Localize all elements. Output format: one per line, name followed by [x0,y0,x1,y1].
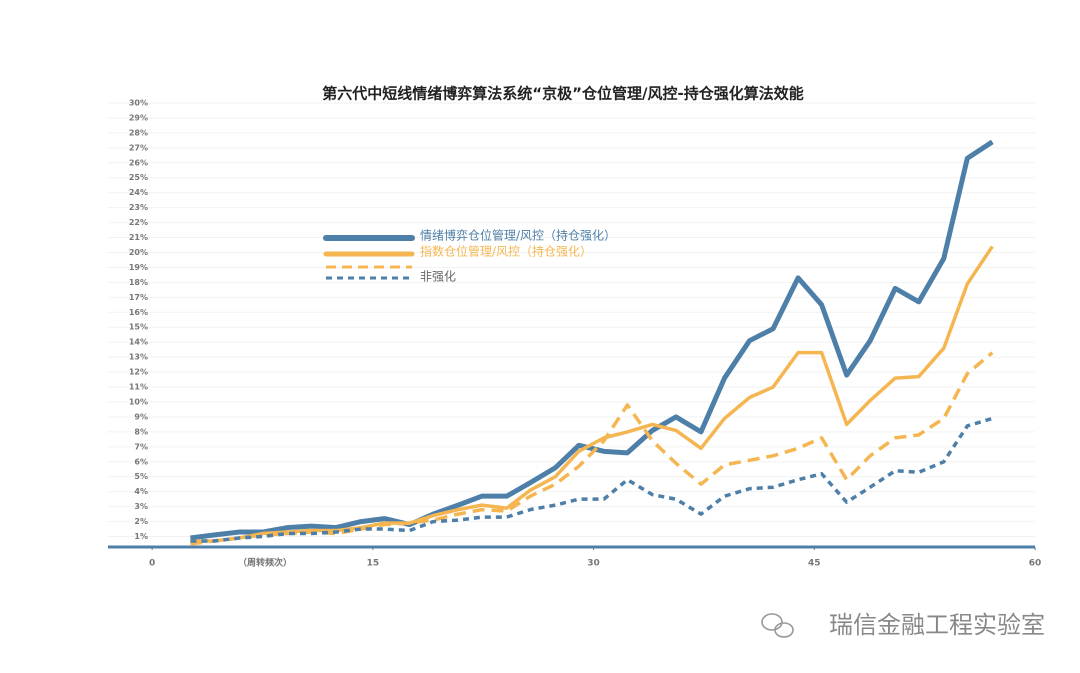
y-tick-label: 5% [134,472,148,481]
y-tick-label: 13% [129,353,148,362]
series-line [190,416,993,543]
y-tick-label: 10% [129,397,148,406]
y-tick-label: 26% [129,158,148,167]
chart-title: 第六代中短线情绪博弈算法系统“京极”仓位管理/风控-持仓强化算法效能 [322,85,803,103]
y-tick-label: 4% [134,487,148,496]
x-tick-label: 0 [149,559,155,569]
y-tick-label: 24% [129,188,148,197]
y-tick-label: 2% [134,517,148,526]
legend-label: 指数仓位管理/风控（持仓强化） [420,244,592,259]
y-tick-label: 11% [129,383,148,392]
y-tick-label: 1% [134,532,148,541]
y-tick-label: 17% [129,293,148,302]
x-axis-label: （周转频次） [238,557,292,569]
y-tick-label: 25% [129,173,148,182]
y-tick-label: 14% [129,338,148,347]
x-tick-label: 45 [808,559,821,569]
y-tick-label: 28% [129,128,148,137]
y-tick-label: 19% [129,263,148,272]
y-tick-label: 27% [129,143,148,152]
y-tick-label: 18% [129,278,148,287]
y-tick-label: 20% [129,248,148,257]
y-tick-label: 12% [129,368,148,377]
y-tick-label: 15% [129,323,148,332]
series-line [190,139,994,541]
x-tick-label: 60 [1029,559,1042,569]
y-tick-label: 22% [129,218,148,227]
y-tick-label: 7% [134,442,148,451]
watermark: 瑞信金融工程实验室 [829,611,1045,639]
x-tick-label: 15 [367,559,380,569]
y-tick-label: 23% [129,203,148,212]
y-tick-label: 6% [134,457,148,466]
y-tick-label: 29% [129,113,148,122]
y-tick-label: 8% [134,427,148,436]
legend-label: 情绪博弈仓位管理/风控（持仓强化） [420,228,616,243]
y-tick-label: 3% [134,502,148,511]
legend-label: 非强化 [420,270,456,284]
x-tick-label: 30 [587,559,600,569]
wechat-icon [761,613,794,638]
series-line [190,245,994,543]
y-tick-label: 21% [129,233,148,242]
y-tick-label: 9% [134,412,148,421]
y-tick-label: 30% [129,99,148,108]
y-tick-label: 16% [129,308,148,317]
